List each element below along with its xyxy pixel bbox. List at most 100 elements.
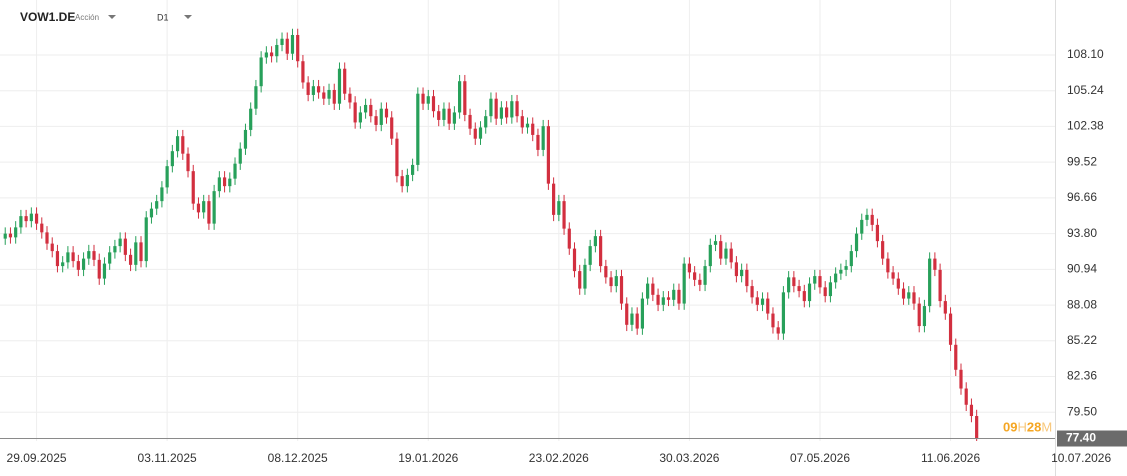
x-tick-label: 03.11.2025: [138, 451, 197, 465]
candle-body: [442, 108, 446, 120]
x-tick-label: 10.07.2026: [1051, 451, 1111, 465]
candle-body: [901, 288, 906, 299]
candle-body: [170, 151, 174, 167]
candle-body: [625, 303, 629, 325]
y-tick-label: 102.38: [1067, 119, 1104, 133]
candle-body: [813, 276, 817, 284]
candle-body: [787, 277, 791, 293]
candle-body: [546, 126, 550, 184]
candle-body: [358, 112, 362, 123]
candle-body: [134, 242, 138, 265]
candle-body: [181, 136, 185, 154]
candle-body: [71, 252, 75, 262]
candle-body: [34, 213, 39, 224]
candle-body: [599, 236, 603, 267]
candle-body: [452, 112, 456, 124]
candle-body: [849, 251, 853, 267]
candle-body: [614, 276, 618, 287]
candle-body: [489, 98, 493, 117]
candle-body: [76, 261, 80, 270]
candle-body: [818, 276, 822, 288]
candle-body: [948, 313, 953, 345]
candle-body: [687, 263, 692, 273]
candle-body: [807, 283, 812, 302]
x-tick-label: 19.01.2026: [398, 451, 458, 465]
candle-body: [640, 298, 645, 329]
candle-body: [3, 233, 7, 239]
candle-body: [802, 291, 806, 302]
candle-body: [724, 248, 728, 259]
candle-body: [578, 271, 582, 289]
candle-body: [45, 232, 49, 244]
candles: [3, 28, 979, 441]
timeframe[interactable]: D1: [157, 12, 169, 22]
countdown-minutes-unit: M: [1041, 420, 1052, 435]
candle-body: [437, 111, 441, 120]
header: VOW1.DE Acción D1: [20, 10, 192, 24]
candle-body: [552, 183, 556, 215]
candle-body: [108, 252, 112, 264]
candle-body: [494, 98, 498, 119]
candle-body: [369, 104, 373, 117]
candle-body: [249, 108, 253, 130]
candle-body: [102, 263, 107, 279]
candle-body: [165, 166, 169, 188]
candle-body: [708, 244, 712, 267]
candle-body: [118, 238, 122, 247]
candle-body: [40, 223, 44, 233]
candle-body: [61, 262, 65, 267]
candle-body: [301, 61, 305, 83]
candle-body: [8, 233, 13, 238]
symbol-dropdown[interactable]: [108, 15, 116, 19]
candle-body: [202, 201, 206, 213]
x-tick-label: 08.12.2025: [268, 451, 328, 465]
candle-body: [604, 266, 608, 278]
candle-body: [363, 104, 368, 113]
candle-body: [269, 52, 274, 57]
candle-body: [755, 297, 759, 305]
candle-body: [97, 259, 101, 279]
last-price-box: [1057, 430, 1127, 447]
candle-body: [306, 82, 310, 95]
grid: [0, 0, 1055, 441]
candle-body: [776, 327, 780, 334]
candle-body: [322, 92, 326, 99]
candle-body: [416, 93, 420, 165]
candle-body: [583, 264, 587, 289]
candle-body: [421, 93, 425, 104]
candle-body: [865, 214, 869, 220]
x-tick-label: 07.05.2026: [790, 451, 850, 465]
candle-body: [217, 177, 221, 192]
countdown-hours-unit: H: [1017, 420, 1026, 435]
candle-body: [922, 306, 927, 327]
candle-body: [562, 201, 566, 229]
candle-body: [975, 416, 979, 439]
timeframe-dropdown[interactable]: [184, 15, 192, 19]
y-tick-label: 88.08: [1067, 297, 1097, 311]
candle-body: [228, 178, 232, 187]
candle-body: [81, 258, 86, 270]
candle-body: [337, 68, 342, 104]
y-tick-label: 108.10: [1067, 47, 1104, 61]
symbol[interactable]: VOW1.DE: [20, 10, 75, 24]
y-tick-label: 79.50: [1067, 404, 1097, 418]
candle-body: [656, 294, 660, 305]
candle-body: [384, 108, 389, 118]
candle-body: [719, 241, 723, 259]
candle-body: [348, 93, 352, 103]
candle-body: [781, 292, 786, 334]
candle-body: [14, 227, 18, 238]
candle-body: [29, 213, 33, 222]
candle-body: [311, 86, 315, 95]
candle-body: [222, 177, 227, 187]
candle-body: [854, 233, 859, 252]
candle-body: [447, 108, 451, 124]
candle-body: [66, 252, 70, 263]
y-tick-label: 105.24: [1067, 83, 1104, 97]
candle-body: [207, 201, 211, 224]
candle-body: [186, 153, 190, 172]
instrument-type: Acción: [75, 13, 99, 22]
candle-body: [891, 272, 895, 279]
